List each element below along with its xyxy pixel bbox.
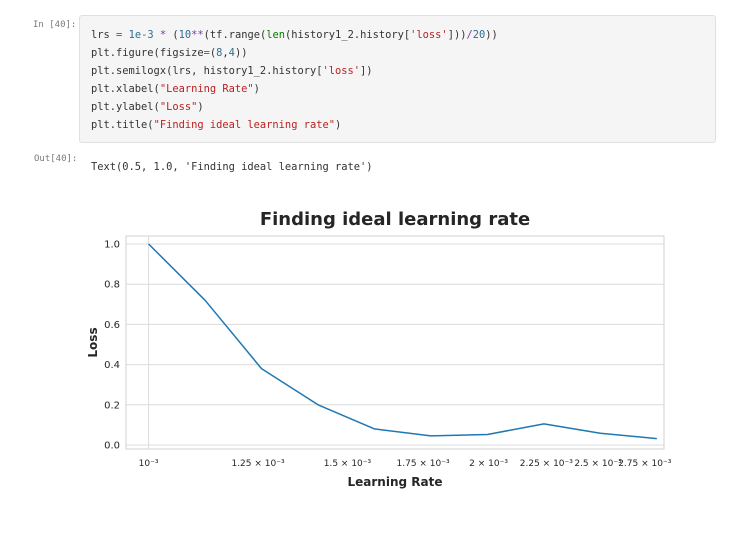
code-token: ** [191, 29, 204, 41]
code-token: 8 [216, 47, 223, 59]
code-token: 4 [228, 47, 235, 59]
x-tick-label: 2.75 × 10⁻³ [618, 459, 672, 469]
loss-series-line [148, 243, 657, 440]
code-token: lrs [91, 29, 117, 41]
x-tick-label: 1.25 × 10⁻³ [231, 459, 285, 469]
output-text: Text(0.5, 1.0, 'Finding ideal learning r… [91, 161, 373, 173]
code-line: plt.figure(figsize=(8,4)) [91, 44, 498, 62]
code-token: plt.ylabel( [91, 101, 160, 113]
code-token: 1e-3 [128, 29, 154, 41]
x-tick-label: 1.5 × 10⁻³ [324, 459, 372, 469]
y-tick-label: 0.4 [104, 360, 120, 371]
code-token: = [203, 47, 210, 59]
code-line: plt.xlabel("Learning Rate") [91, 80, 498, 98]
code-token: plt.xlabel( [91, 83, 160, 95]
code-token: "Loss" [159, 101, 198, 113]
code-token: )) [234, 47, 248, 59]
code-token: (history1_2.history[ [285, 29, 411, 41]
code-token: ]) [360, 65, 373, 77]
x-tick-label: 2 × 10⁻³ [469, 459, 508, 469]
x-axis-label: Learning Rate [348, 475, 443, 489]
code-line: lrs = 1e-3 * (10**(tf.range(len(history1… [91, 26, 498, 44]
y-tick-label: 0.8 [104, 280, 120, 291]
code-token: ( [209, 47, 217, 59]
code-input-cell[interactable]: lrs = 1e-3 * (10**(tf.range(len(history1… [79, 15, 716, 143]
code-block[interactable]: lrs = 1e-3 * (10**(tf.range(len(history1… [91, 26, 498, 134]
y-tick-label: 0.0 [104, 440, 120, 451]
code-token: ) [253, 83, 260, 95]
code-token: ])) [447, 29, 467, 41]
y-tick-label: 0.6 [104, 320, 120, 331]
code-token: )) [485, 29, 498, 41]
code-line: plt.title("Finding ideal learning rate") [91, 116, 498, 134]
y-tick-label: 0.2 [104, 400, 120, 411]
code-line: plt.ylabel("Loss") [91, 98, 498, 116]
input-prompt: In [40]: [33, 20, 77, 30]
code-token: "Learning Rate" [159, 83, 254, 95]
code-token: 'loss' [322, 65, 361, 77]
x-tick-label: 2.5 × 10⁻³ [574, 459, 622, 469]
code-token: 10 [178, 29, 192, 41]
code-token: len [266, 29, 286, 41]
code-token: 20 [472, 29, 486, 41]
code-token: 'loss' [410, 29, 448, 41]
code-token: ) [197, 101, 204, 113]
chart-title: Finding ideal learning rate [260, 209, 530, 230]
code-line: plt.semilogx(lrs, history1_2.history['lo… [91, 62, 498, 80]
output-prompt: Out[40]: [34, 154, 78, 164]
code-token: , [222, 47, 229, 59]
code-token: ) [334, 119, 342, 131]
x-tick-label: 2.25 × 10⁻³ [520, 459, 574, 469]
code-token: plt.title( [91, 119, 154, 131]
code-token: ( [166, 29, 179, 41]
x-tick-label: 10⁻³ [139, 459, 159, 469]
plot-area [125, 235, 665, 450]
x-tick-label: 1.75 × 10⁻³ [397, 459, 451, 469]
code-token: / [466, 29, 473, 41]
code-token: = [116, 29, 123, 41]
code-token: (tf.range( [203, 29, 267, 41]
code-token: plt.figure(figsize [91, 47, 204, 59]
code-token: * [159, 29, 167, 41]
y-axis-label: Loss [86, 327, 100, 357]
code-token: "Finding ideal learning rate" [153, 119, 335, 131]
y-tick-label: 1.0 [104, 240, 120, 251]
code-token: plt.semilogx(lrs, history1_2.history[ [91, 65, 323, 77]
